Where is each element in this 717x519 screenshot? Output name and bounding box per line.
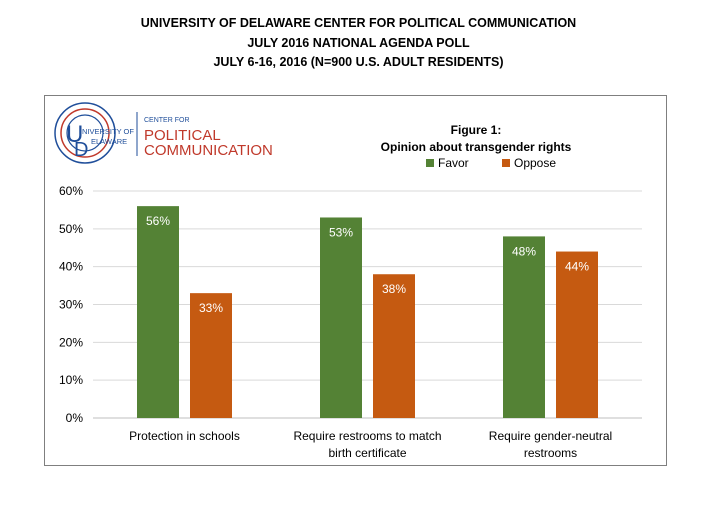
header-line-3: JULY 6-16, 2016 (N=900 U.S. ADULT RESIDE…: [213, 55, 504, 69]
bar-value-label: 38%: [382, 282, 406, 296]
logo-letter-u: U: [66, 121, 83, 148]
y-axis: 0% 10% 20% 30% 40% 50% 60%: [59, 184, 83, 425]
y-tick-label: 60%: [59, 184, 83, 198]
bars: 56% 33% 53% 38% 48% 44%: [137, 206, 598, 418]
legend-swatch: [502, 159, 510, 167]
bar-chart: U D NIVERSITY OF ELAWARE CENTER FOR POLI…: [54, 102, 642, 460]
y-tick-label: 40%: [59, 260, 83, 274]
y-tick-label: 50%: [59, 222, 83, 236]
gridlines: [93, 190, 642, 419]
bar-value-label: 44%: [565, 260, 589, 274]
chart-title: Figure 1:: [451, 123, 502, 137]
logo-circles-icon: [54, 102, 116, 164]
header-line-1: UNIVERSITY OF DELAWARE CENTER FOR POLITI…: [140, 16, 577, 30]
logo-university-line: NIVERSITY OF: [82, 127, 134, 136]
center-logo: U D NIVERSITY OF ELAWARE CENTER FOR POLI…: [54, 102, 273, 164]
logo-delaware-line: ELAWARE: [91, 137, 127, 146]
header-line-2: JULY 2016 NATIONAL AGENDA POLL: [247, 35, 470, 50]
logo-letter-d: D: [74, 139, 88, 161]
bar-value-label: 53%: [329, 225, 353, 239]
x-category-label: Require restrooms to match: [293, 429, 441, 443]
bar-oppose: [190, 293, 232, 418]
legend-label: Favor: [438, 156, 469, 170]
chart-legend: Favor Oppose: [426, 156, 556, 170]
x-category-label: Protection in schools: [129, 429, 240, 443]
report-header: UNIVERSITY OF DELAWARE CENTER FOR POLITI…: [0, 14, 717, 73]
x-category-label: Require gender-neutral: [489, 429, 612, 443]
bar-value-label: 48%: [512, 244, 536, 258]
logo-political: POLITICAL: [144, 127, 221, 144]
bar-value-label: 33%: [199, 301, 223, 315]
y-tick-label: 0%: [66, 411, 84, 425]
y-tick-label: 10%: [59, 373, 83, 387]
y-tick-label: 20%: [59, 335, 83, 349]
bar-favor: [503, 236, 545, 418]
bar-oppose: [556, 251, 598, 418]
legend-swatch: [426, 159, 434, 167]
x-category-label: restrooms: [524, 446, 577, 460]
bar-favor: [320, 217, 362, 418]
logo-communication: COMMUNICATION: [144, 142, 273, 159]
x-category-label: birth certificate: [328, 446, 406, 460]
bar-oppose: [373, 274, 415, 418]
y-tick-label: 30%: [59, 298, 83, 312]
chart-frame: U D NIVERSITY OF ELAWARE CENTER FOR POLI…: [44, 95, 667, 466]
legend-label: Oppose: [514, 156, 556, 170]
x-axis: Protection in schools Require restrooms t…: [129, 429, 612, 460]
bar-favor: [137, 206, 179, 418]
logo-center-for: CENTER FOR: [144, 117, 190, 124]
bar-value-label: 56%: [146, 214, 170, 228]
chart-subtitle: Opinion about transgender rights: [381, 140, 572, 154]
